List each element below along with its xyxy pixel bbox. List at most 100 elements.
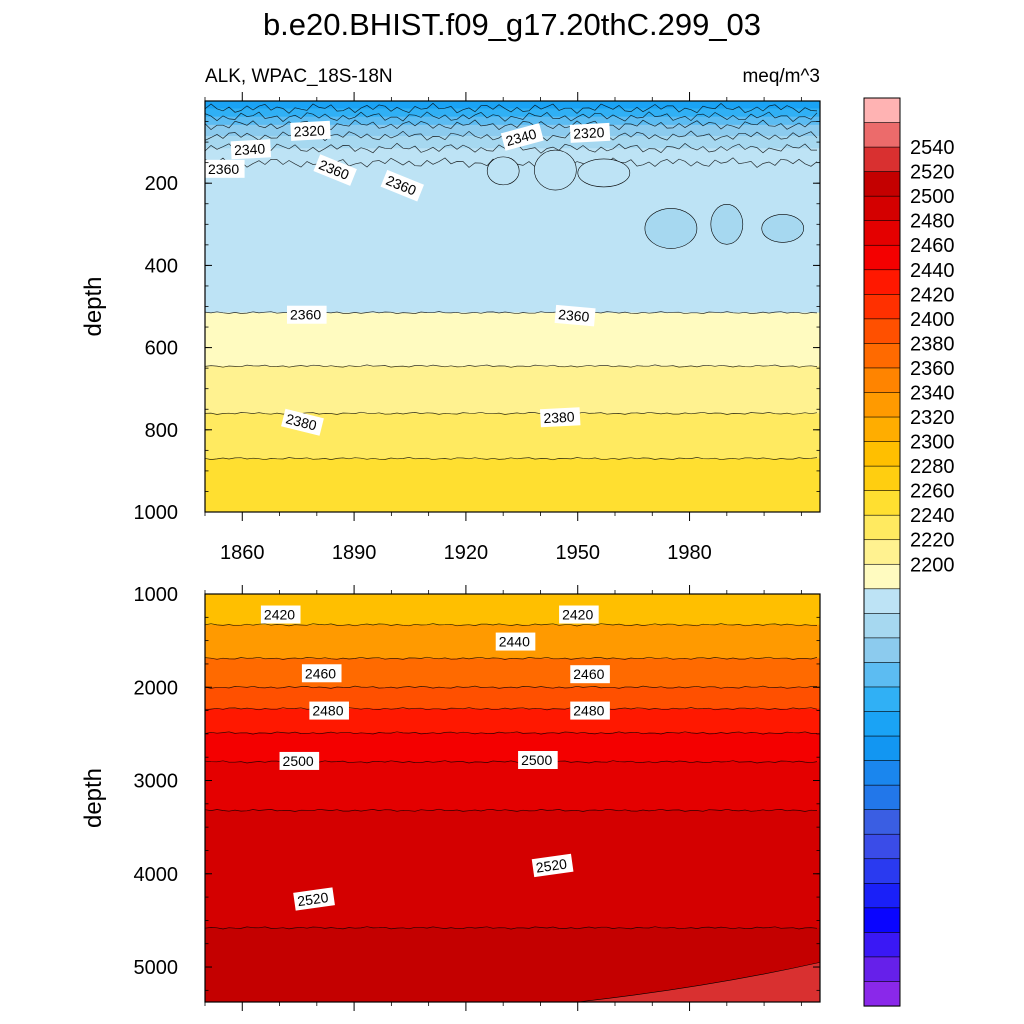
contour-label-text: 2460 [305, 665, 336, 681]
colorbar-swatch [863, 122, 901, 148]
lower-contour-band [205, 761, 820, 811]
colorbar-swatch [863, 244, 901, 271]
upper-contour-cell [534, 149, 577, 191]
contour-label-text: 2320 [293, 122, 325, 140]
colorbar-swatch [863, 220, 901, 246]
colorbar-swatch [863, 146, 901, 173]
contour-label: 2520 [293, 887, 335, 911]
colorbar-swatch [863, 981, 901, 1007]
upper-contour-cell [644, 208, 698, 249]
lower-contour-band [205, 810, 820, 929]
contour-label: 2380 [281, 408, 324, 436]
contour-label: 2500 [518, 750, 558, 769]
lower-contour-band [205, 658, 820, 688]
contour-label-text: 2440 [499, 634, 530, 650]
upper-contour-line [205, 457, 818, 461]
colorbar-tick-label: 2360 [910, 358, 955, 380]
y-tick-label: 600 [145, 338, 178, 360]
colorbar-swatch [863, 441, 901, 467]
contour-label-text: 2360 [558, 306, 591, 325]
lower-contour-band [577, 962, 820, 1002]
contour-label: 2520 [531, 853, 574, 878]
upper-contour-band [205, 116, 820, 126]
lower-panel: 2420 2420 2440 2460 2460 2480 2480 2500 2500 2520… [80, 584, 821, 1011]
colorbar-swatch [863, 294, 901, 320]
upper-contour-cell [577, 158, 631, 188]
lower-contour-band [205, 708, 820, 734]
colorbar-swatch [863, 588, 901, 614]
contour-label: 2460 [301, 664, 342, 683]
contour-label: 2340 [230, 139, 272, 160]
colorbar-tick-label: 2420 [910, 284, 955, 306]
colorbar-tick-label: 2220 [910, 530, 955, 552]
y-tick-label: 200 [145, 173, 178, 195]
contour-label-text: 2380 [284, 410, 318, 433]
contour-label: 2360 [205, 159, 245, 178]
contour-label: 2320 [569, 122, 611, 143]
colorbar-swatch [863, 662, 901, 688]
y-tick-label: 800 [145, 420, 178, 442]
contour-label: 2360 [287, 305, 327, 324]
figure-title: b.e20.BHIST.f09_g17.20thC.299_03 [263, 7, 761, 42]
contour-label: 2440 [495, 632, 536, 651]
colorbar-swatch [863, 367, 901, 394]
colorbar-swatch [863, 711, 901, 737]
colorbar-tick-label: 2500 [910, 186, 955, 208]
colorbar-tick-label: 2400 [910, 309, 955, 331]
x-tick-label: 1860 [220, 542, 265, 564]
contour-label: 2480 [309, 701, 349, 720]
contour-label: 2500 [279, 751, 320, 770]
contour-label-text: 2420 [562, 607, 593, 623]
x-tick-label: 1950 [555, 542, 600, 564]
upper-contour-cell [761, 214, 805, 243]
colorbar-swatch [863, 563, 901, 590]
upper-contour-line [205, 102, 818, 114]
colorbar-tick-label: 2280 [910, 456, 955, 478]
colorbar-swatch [863, 195, 901, 222]
contour-label: 2420 [559, 605, 599, 624]
colorbar-swatch [863, 343, 901, 369]
colorbar-swatch [863, 171, 901, 197]
upper-contour-line [205, 119, 818, 131]
contour-label-text: 2480 [573, 703, 604, 719]
colorbar-swatch [863, 932, 901, 958]
colorbar-swatch [863, 392, 901, 418]
contour-label: 2460 [570, 665, 610, 684]
lower-contour-line [205, 685, 818, 689]
contour-label: 2320 [290, 120, 331, 141]
contour-label-text: 2380 [543, 409, 575, 427]
lower-axes-frame [204, 593, 821, 1003]
upper-contour-cell [710, 204, 744, 245]
colorbar-tick-label: 2260 [910, 481, 955, 503]
lower-contour-line [205, 707, 818, 711]
contour-label-text: 2420 [264, 607, 295, 623]
upper-contour-band [205, 458, 820, 512]
colorbar-tick-label: 2300 [910, 432, 955, 454]
contour-label-text: 2520 [296, 889, 329, 909]
x-tick-label: 1890 [332, 542, 377, 564]
lower-contour-line [205, 623, 818, 627]
colorbar-swatch [863, 637, 901, 664]
y-tick-label: 4000 [134, 864, 179, 886]
colorbar-swatch [863, 465, 901, 492]
lower-contour-line [205, 808, 818, 812]
lower-y-axis-label: depth [80, 768, 107, 828]
colorbar-tick-label: 2460 [910, 235, 955, 257]
contour-label-text: 2320 [573, 124, 605, 142]
colorbar-tick-label: 2240 [910, 505, 955, 527]
contour-label: 2340 [500, 123, 544, 151]
colorbar-tick-label: 2440 [910, 260, 955, 282]
colorbar-swatch [863, 907, 901, 933]
left-subtitle: ALK, WPAC_18S-18N [205, 66, 393, 87]
contour-label-text: 2500 [521, 752, 552, 768]
contour-label-text: 2340 [234, 141, 266, 159]
upper-contour-line [205, 364, 818, 368]
y-tick-label: 2000 [134, 677, 179, 699]
upper-contour-band [205, 101, 820, 109]
colorbar-tick-label: 2320 [910, 407, 955, 429]
colorbar-swatch [863, 809, 901, 835]
lower-contour-band [205, 687, 820, 710]
contour-label-text: 2340 [504, 125, 538, 149]
